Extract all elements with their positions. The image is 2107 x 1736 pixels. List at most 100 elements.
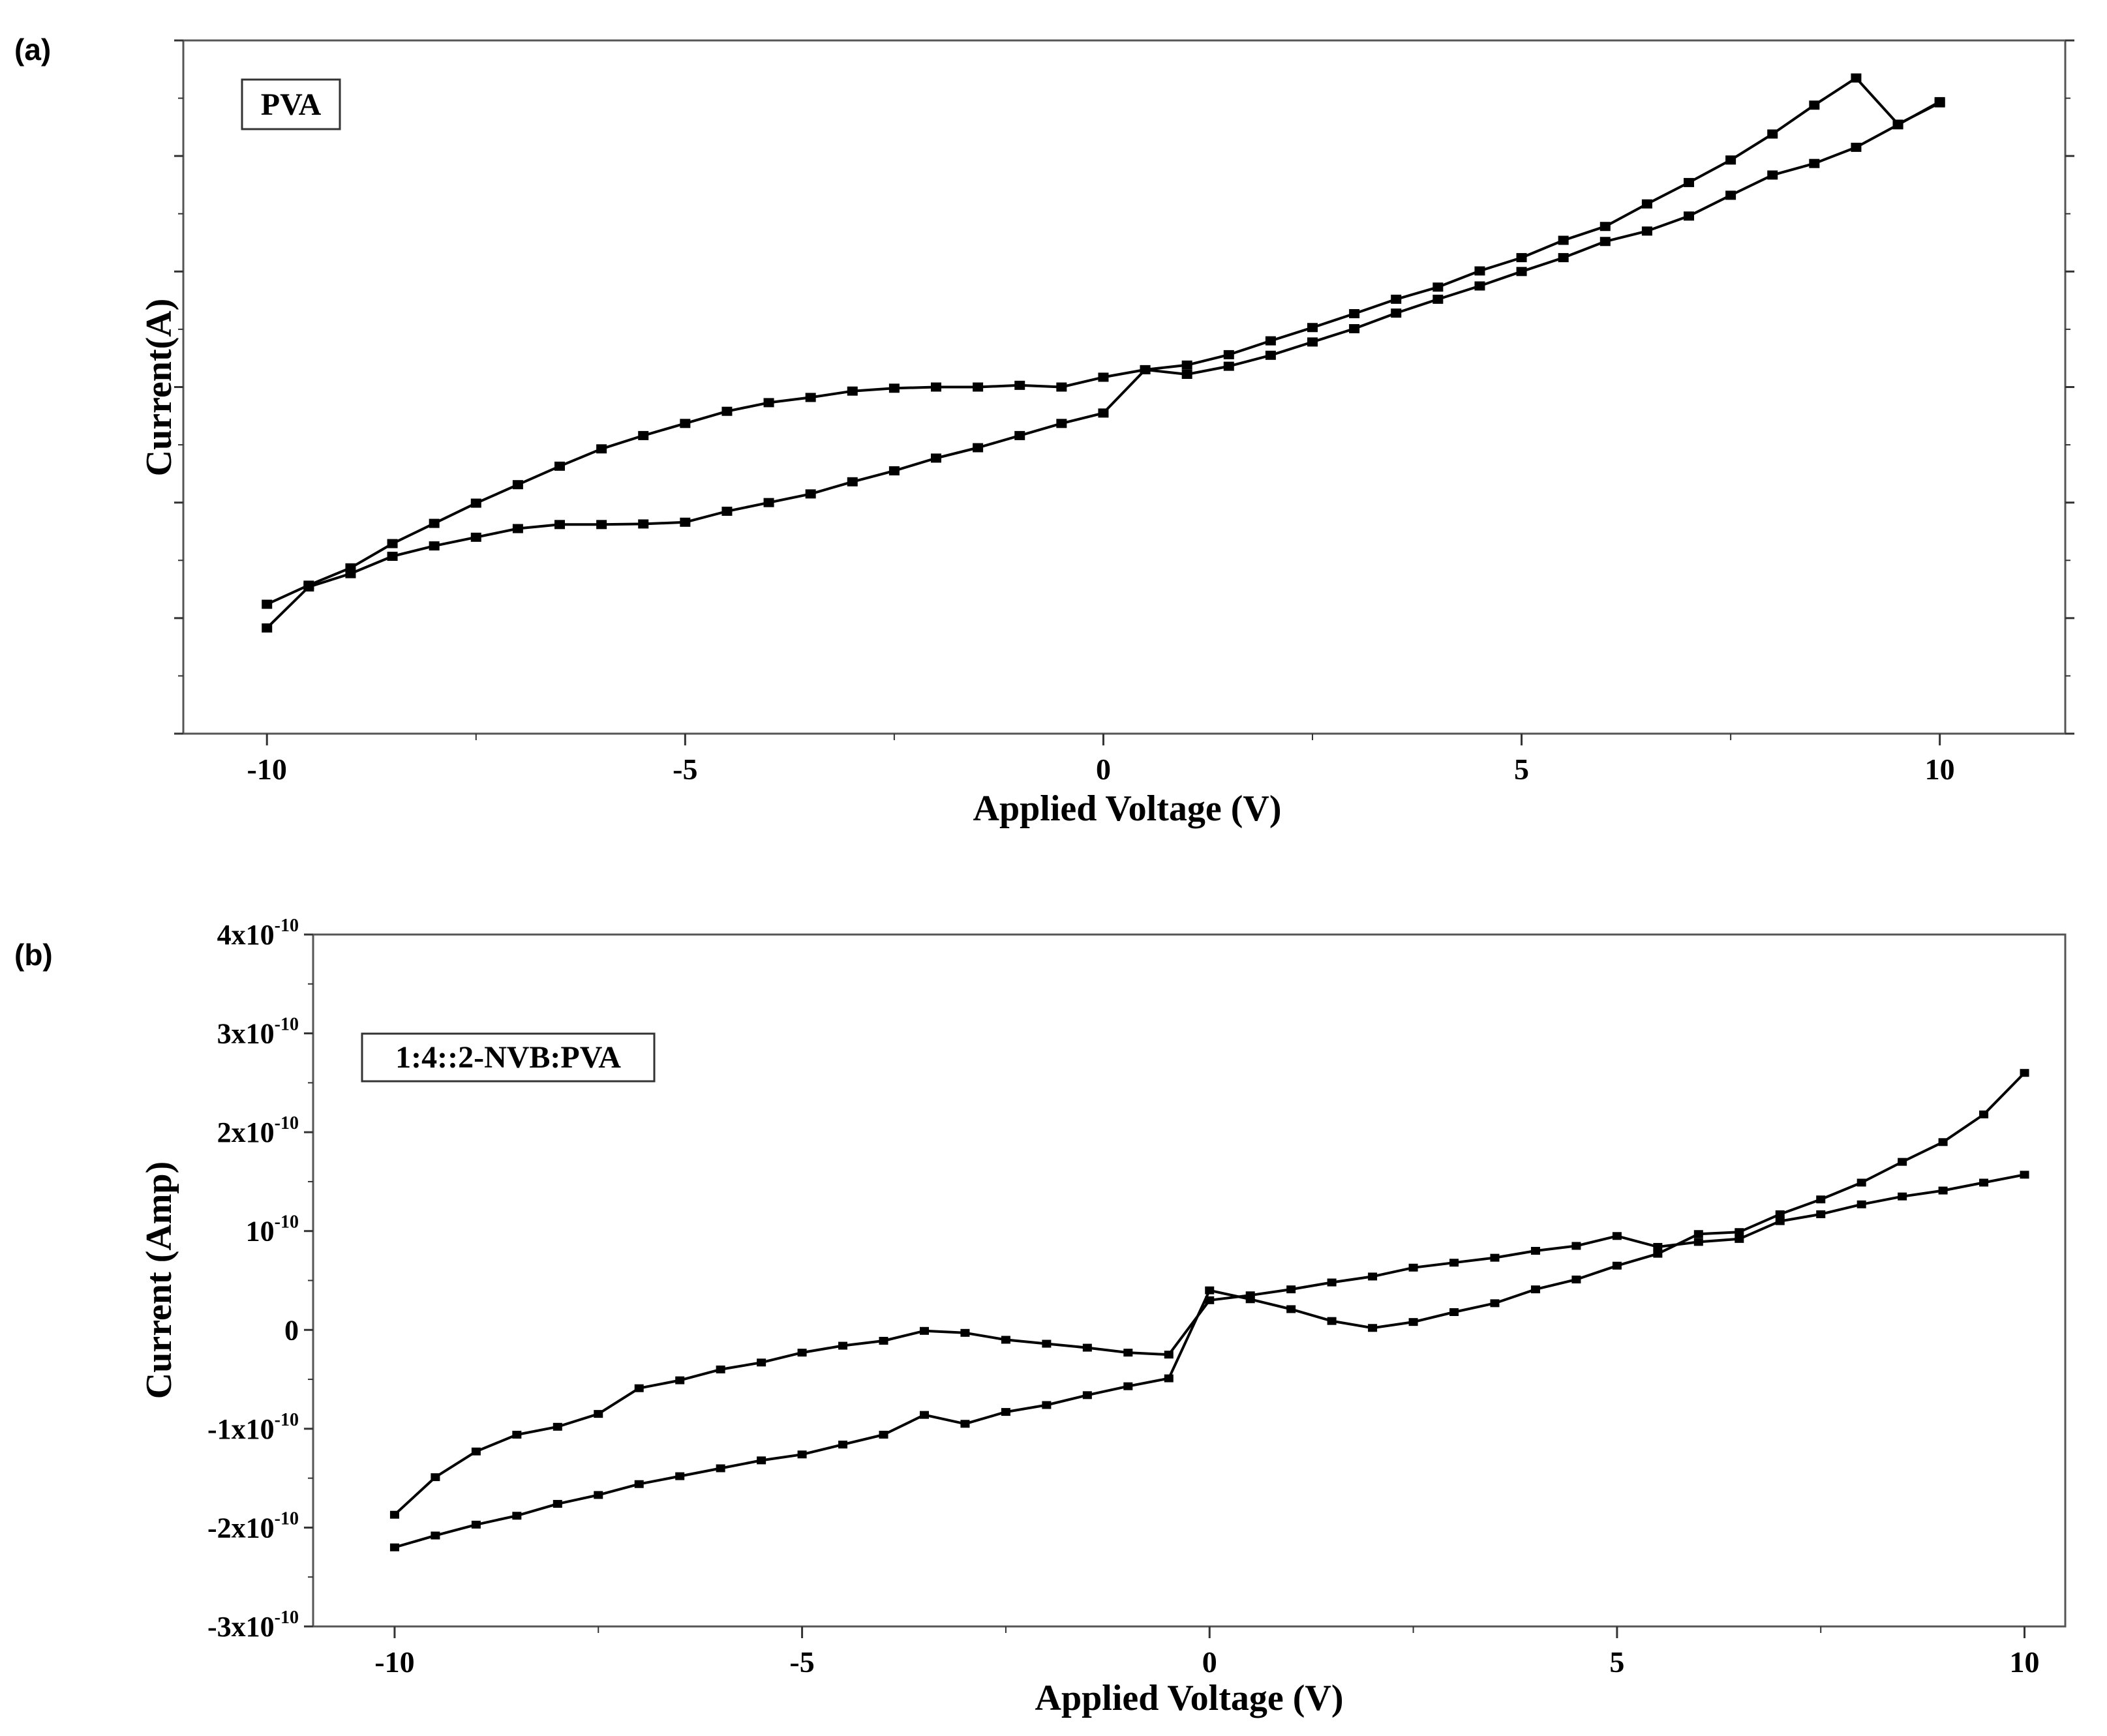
data-point (675, 1376, 685, 1384)
data-point (1123, 1382, 1133, 1390)
series-line-1 (265, 76, 1941, 629)
data-point (1641, 226, 1652, 236)
data-point (973, 382, 984, 392)
data-point (1851, 73, 1862, 83)
data-point (680, 419, 691, 428)
data-point (1056, 382, 1067, 392)
data-point (1599, 237, 1611, 247)
panel-label-b: (b) (14, 938, 53, 972)
data-point (1775, 1217, 1785, 1225)
x-tick-label: -5 (789, 1645, 814, 1679)
plot-frame-a (182, 39, 2067, 735)
data-point (680, 517, 691, 527)
legend-a: PVA (241, 78, 341, 130)
data-point (1391, 308, 1402, 318)
data-point (1612, 1261, 1622, 1270)
data-point (596, 444, 607, 454)
data-point (594, 1491, 603, 1499)
data-point (1938, 1186, 1948, 1195)
data-point (1767, 129, 1778, 139)
data-point (1516, 253, 1527, 263)
data-point (1042, 1339, 1052, 1348)
data-point (1735, 1235, 1744, 1243)
data-point (716, 1464, 725, 1473)
data-point (805, 489, 816, 499)
x-tick-label: 0 (1202, 1645, 1217, 1679)
data-point (757, 1358, 766, 1367)
data-point (1082, 1391, 1092, 1399)
data-point (1056, 419, 1067, 428)
legend-label-a: PVA (261, 87, 322, 122)
x-tick-label: 10 (2010, 1645, 2040, 1679)
data-point (1938, 1138, 1948, 1146)
data-point (1809, 158, 1820, 168)
data-point (1349, 324, 1360, 334)
data-point (512, 1430, 522, 1439)
data-point (596, 520, 607, 530)
data-point (1123, 1349, 1133, 1357)
data-point (1892, 120, 1903, 130)
data-point (1857, 1200, 1866, 1208)
data-point (1432, 282, 1444, 292)
x-tick-label: 5 (1514, 753, 1529, 786)
data-point (1327, 1317, 1337, 1325)
legend-b: 1:4::2-NVB:PVA (361, 1032, 656, 1083)
data-point (1809, 100, 1820, 110)
data-point (1684, 177, 1694, 187)
data-point (1181, 370, 1192, 380)
data-point (345, 563, 356, 573)
x-tick-label: -5 (673, 753, 697, 786)
legend-label-b: 1:4::2-NVB:PVA (395, 1040, 621, 1075)
data-point (1205, 1286, 1215, 1295)
data-point (1898, 1158, 1907, 1166)
data-point (1725, 155, 1736, 165)
data-point (1693, 1230, 1703, 1238)
data-point (512, 480, 523, 490)
data-point (879, 1430, 888, 1439)
data-point (1408, 1318, 1418, 1326)
data-point (638, 430, 649, 440)
data-point (638, 519, 649, 529)
data-point (1014, 430, 1025, 440)
data-point (879, 1336, 888, 1345)
data-point (1816, 1210, 1826, 1218)
data-point (797, 1349, 807, 1357)
data-point (1979, 1110, 1989, 1118)
y-tick-label: 3x10-10 (217, 1015, 299, 1050)
x-tick-label: -10 (374, 1645, 414, 1679)
data-point (1042, 1401, 1052, 1409)
data-point (1164, 1351, 1174, 1359)
y-tick-label: 2x10-10 (217, 1113, 299, 1148)
data-point (838, 1441, 848, 1449)
data-point (471, 1520, 481, 1529)
x-tick-label: 0 (1096, 753, 1111, 786)
y-tick-label: 10-10 (246, 1212, 299, 1248)
data-point (1265, 336, 1276, 346)
data-point (1767, 170, 1778, 180)
data-point (931, 453, 941, 463)
data-point (1857, 1178, 1866, 1187)
data-point (1286, 1305, 1296, 1313)
data-point (1307, 337, 1318, 347)
data-point (303, 580, 314, 590)
data-point (387, 539, 398, 548)
data-point (1979, 1178, 1989, 1187)
data-point (716, 1365, 725, 1373)
data-point (960, 1328, 970, 1337)
data-point (262, 599, 273, 609)
data-point (553, 1422, 562, 1431)
x-axis-title-a: Applied Voltage (V) (973, 788, 1282, 829)
data-point (1599, 222, 1611, 232)
data-point (1181, 360, 1192, 370)
data-point (1245, 1291, 1255, 1300)
data-point (757, 1456, 766, 1465)
data-point (1474, 281, 1485, 291)
y-tick-label: 0 (284, 1314, 299, 1346)
data-point (470, 532, 481, 542)
data-point (721, 406, 733, 416)
data-point (594, 1410, 603, 1418)
data-point (1558, 235, 1569, 245)
panel-label-a: (a) (14, 33, 51, 67)
data-point (1349, 308, 1360, 318)
